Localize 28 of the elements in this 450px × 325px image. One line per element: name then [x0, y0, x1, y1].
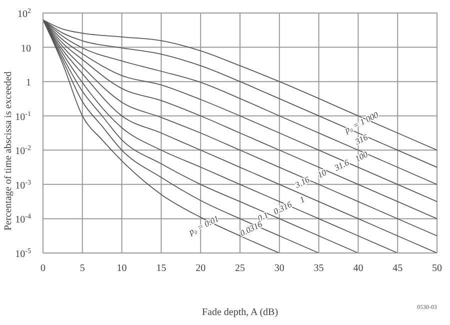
- annotation: 31.6: [332, 156, 352, 174]
- annotation: 0.316: [272, 198, 294, 217]
- y-tick-label: 1: [26, 78, 31, 89]
- annotation: p₀ = 0.01: [186, 213, 220, 238]
- annotation: 3.16: [292, 174, 312, 190]
- y-tick-label: 10: [21, 43, 31, 54]
- y-tick-label: 10$^{-4}$: [15, 212, 32, 226]
- x-tick-label: 30: [274, 263, 284, 274]
- y-tick-label: 10$^{-2}$: [15, 144, 32, 158]
- y-axis-title: Percentage of time abscissa is exceeded: [3, 71, 14, 231]
- x-tick-label: 20: [196, 263, 206, 274]
- x-tick-label: 10: [116, 263, 127, 274]
- x-tick-label: 0: [40, 263, 46, 274]
- annotation: 1: [298, 194, 306, 205]
- y-tick-label: 10$^{-3}$: [15, 178, 32, 192]
- x-tick-label: 35: [314, 263, 324, 274]
- y-tick-label: 10$^{2}$: [18, 7, 32, 20]
- x-tick-label: 15: [156, 263, 166, 274]
- x-tick-label: 50: [432, 263, 442, 274]
- x-axis-title: Fade depth, A (dB): [202, 307, 278, 318]
- annotation: 100: [353, 148, 370, 164]
- x-tick-label: 45: [392, 263, 403, 274]
- y-tick-label: 10$^{-5}$: [15, 247, 32, 260]
- x-tick-label: 25: [235, 263, 245, 274]
- annotation: 10: [316, 166, 329, 180]
- x-tick-label: 40: [353, 263, 364, 274]
- x-tick-label: 5: [80, 263, 85, 274]
- y-tick-label: 10$^{-1}$: [15, 110, 32, 123]
